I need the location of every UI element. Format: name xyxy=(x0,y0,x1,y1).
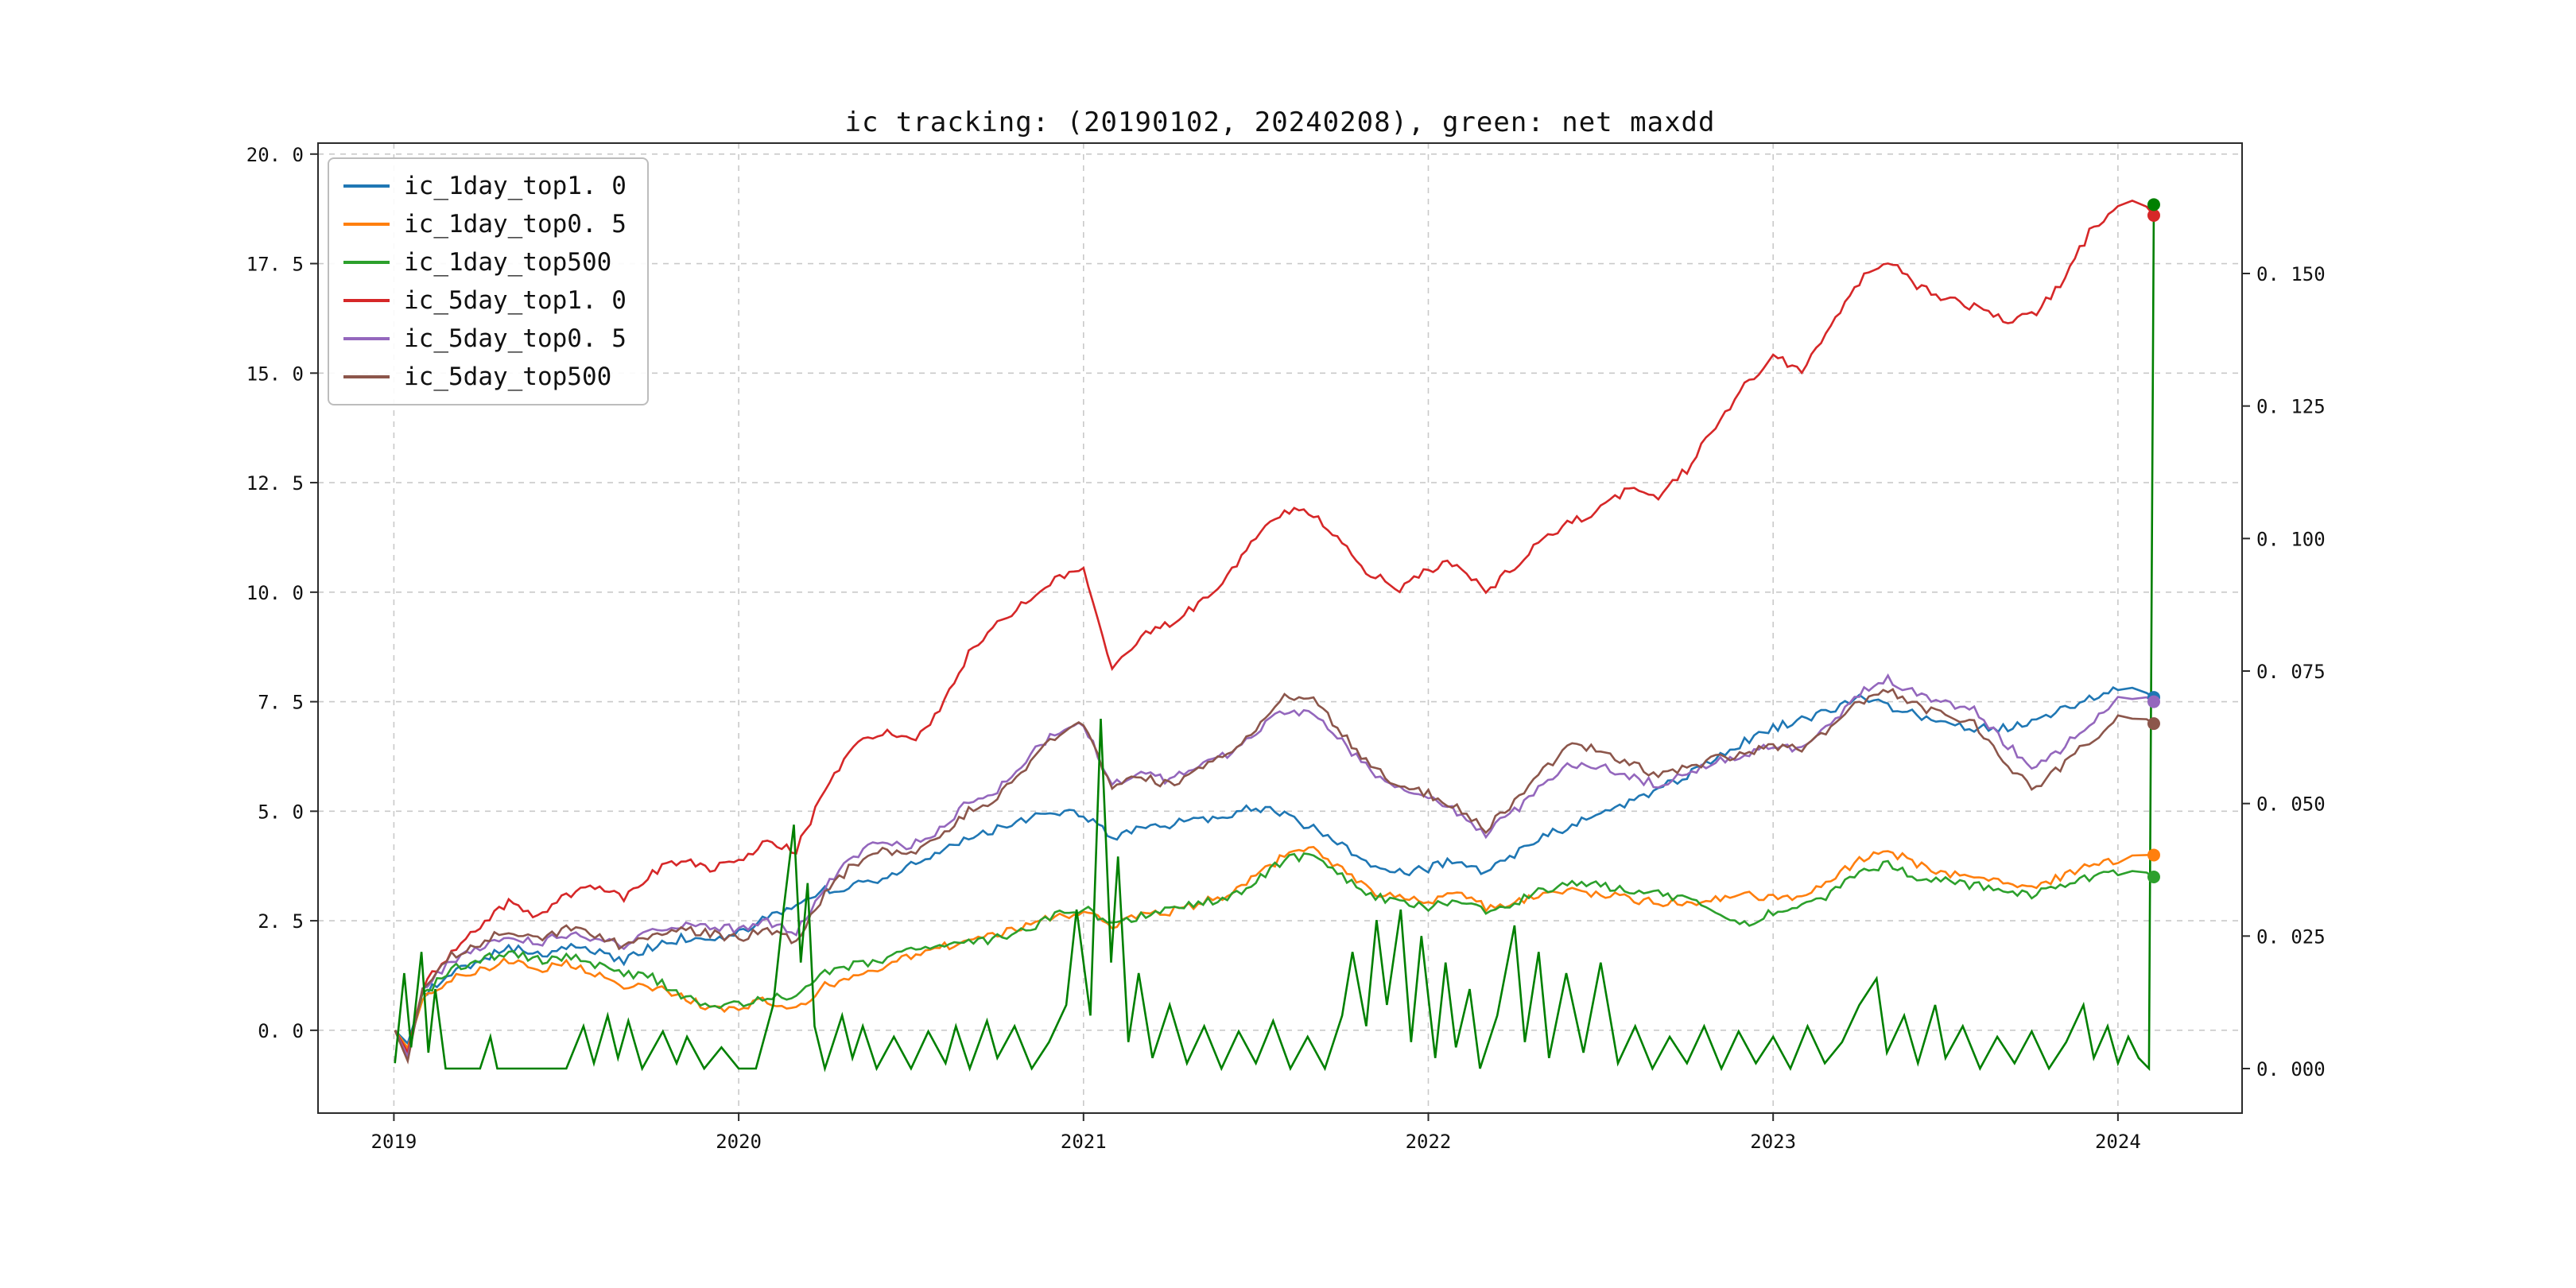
series-line-ic-1day-top500 xyxy=(394,852,2155,1055)
right-axis-tick-label: 0. 075 xyxy=(2256,661,2326,683)
legend-item-label: ic_5day_top500 xyxy=(404,363,612,391)
left-axis-tick-label: 20. 0 xyxy=(246,144,304,166)
legend-item-label: ic_1day_top500 xyxy=(404,248,612,277)
x-axis-tick-label: 2024 xyxy=(2095,1131,2141,1153)
legend-item-label: ic_5day_top0. 5 xyxy=(404,324,627,353)
legend-item: ic_5day_top1. 0 xyxy=(343,286,627,315)
right-axis-tick-label: 0. 025 xyxy=(2256,925,2326,948)
maxdd-line xyxy=(394,204,2155,1073)
right-axis-tick-label: 0. 100 xyxy=(2256,528,2326,550)
endpoint-dot xyxy=(2147,198,2160,211)
legend-line-swatch xyxy=(343,261,390,264)
legend-line-swatch xyxy=(343,299,390,302)
left-axis-tick-label: 0. 0 xyxy=(258,1020,304,1042)
legend-item: ic_1day_top1. 0 xyxy=(343,172,627,200)
legend-item-label: ic_1day_top0. 5 xyxy=(404,210,627,239)
legend-item: ic_5day_top0. 5 xyxy=(343,324,627,353)
left-axis-tick-label: 17. 5 xyxy=(246,254,304,276)
x-axis-tick-label: 2023 xyxy=(1750,1131,1796,1153)
endpoint-dot xyxy=(2147,717,2160,731)
endpoint-dot xyxy=(2147,848,2160,862)
legend-item: ic_1day_top0. 5 xyxy=(343,210,627,239)
legend-item-label: ic_5day_top1. 0 xyxy=(404,286,627,315)
x-axis-tick-label: 2022 xyxy=(1406,1131,1452,1153)
legend-line-swatch xyxy=(343,375,390,378)
legend-line-swatch xyxy=(343,337,390,340)
legend: ic_1day_top1. 0 ic_1day_top0. 5 ic_1day_to… xyxy=(328,157,649,405)
series-line-ic-5day-top0-5 xyxy=(394,673,2155,1060)
left-axis-tick-label: 15. 0 xyxy=(246,363,304,385)
x-axis-tick-label: 2019 xyxy=(371,1131,417,1153)
endpoint-dot xyxy=(2147,208,2160,222)
series-line-ic-5day-top1-0 xyxy=(394,200,2155,1055)
plot-border xyxy=(317,142,2243,1114)
x-axis-tick-label: 2021 xyxy=(1061,1131,1107,1153)
left-axis-tick-label: 5. 0 xyxy=(258,801,304,823)
endpoint-dot xyxy=(2147,870,2160,883)
legend-item: ic_5day_top500 xyxy=(343,363,627,391)
legend-line-swatch xyxy=(343,184,390,188)
left-axis-tick-label: 2. 5 xyxy=(258,910,304,933)
series-line-ic-1day-top0-5 xyxy=(394,845,2154,1050)
left-axis-tick-label: 10. 0 xyxy=(246,582,304,604)
series-line-ic-5day-top500 xyxy=(394,688,2155,1065)
x-axis-tick-label: 2020 xyxy=(716,1131,762,1153)
legend-item: ic_1day_top500 xyxy=(343,248,627,277)
chart-title: ic tracking: (20190102, 20240208), green… xyxy=(844,107,1716,138)
right-axis-tick-label: 0. 150 xyxy=(2256,263,2326,285)
series-line-ic-1day-top1-0 xyxy=(394,686,2155,1046)
endpoint-dot xyxy=(2147,695,2160,708)
legend-item-label: ic_1day_top1. 0 xyxy=(404,172,627,200)
right-axis-tick-label: 0. 125 xyxy=(2256,396,2326,418)
legend-line-swatch xyxy=(343,223,390,226)
left-axis-tick-label: 7. 5 xyxy=(258,692,304,714)
right-axis-tick-label: 0. 050 xyxy=(2256,793,2326,816)
left-axis-tick-label: 12. 5 xyxy=(246,472,304,495)
right-axis-tick-label: 0. 000 xyxy=(2256,1058,2326,1080)
